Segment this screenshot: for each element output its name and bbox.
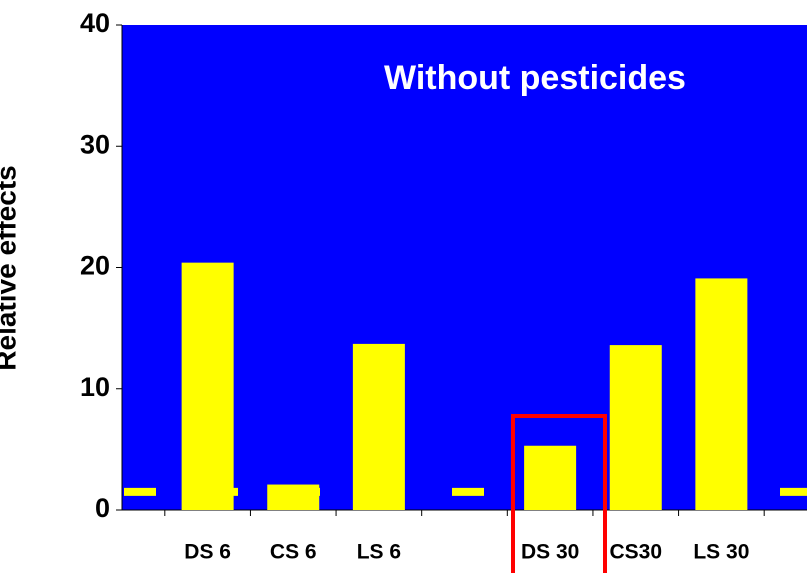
y-tick-label: 30 <box>80 129 110 159</box>
y-tick-label: 0 <box>95 493 110 523</box>
bar <box>524 445 577 510</box>
y-tick-label: 40 <box>80 8 110 38</box>
bar <box>609 345 662 510</box>
y-tick-label: 20 <box>80 251 110 281</box>
y-tick-label: 10 <box>80 372 110 402</box>
bar <box>352 343 405 510</box>
y-axis-label: Relative effects <box>0 165 21 370</box>
x-tick-label: LS 30 <box>693 541 749 564</box>
x-tick-label: DS 30 <box>521 541 579 564</box>
plot-area <box>122 25 807 510</box>
highlight-box <box>511 414 607 573</box>
bar <box>181 262 234 510</box>
x-tick-label: DS 6 <box>184 541 231 564</box>
bar <box>695 278 748 510</box>
x-tick-label: CS30 <box>609 541 662 564</box>
x-tick-label: CS 6 <box>270 541 317 564</box>
chart-title: Without pesticides <box>384 59 686 97</box>
x-tick-label: LS 6 <box>357 541 401 564</box>
